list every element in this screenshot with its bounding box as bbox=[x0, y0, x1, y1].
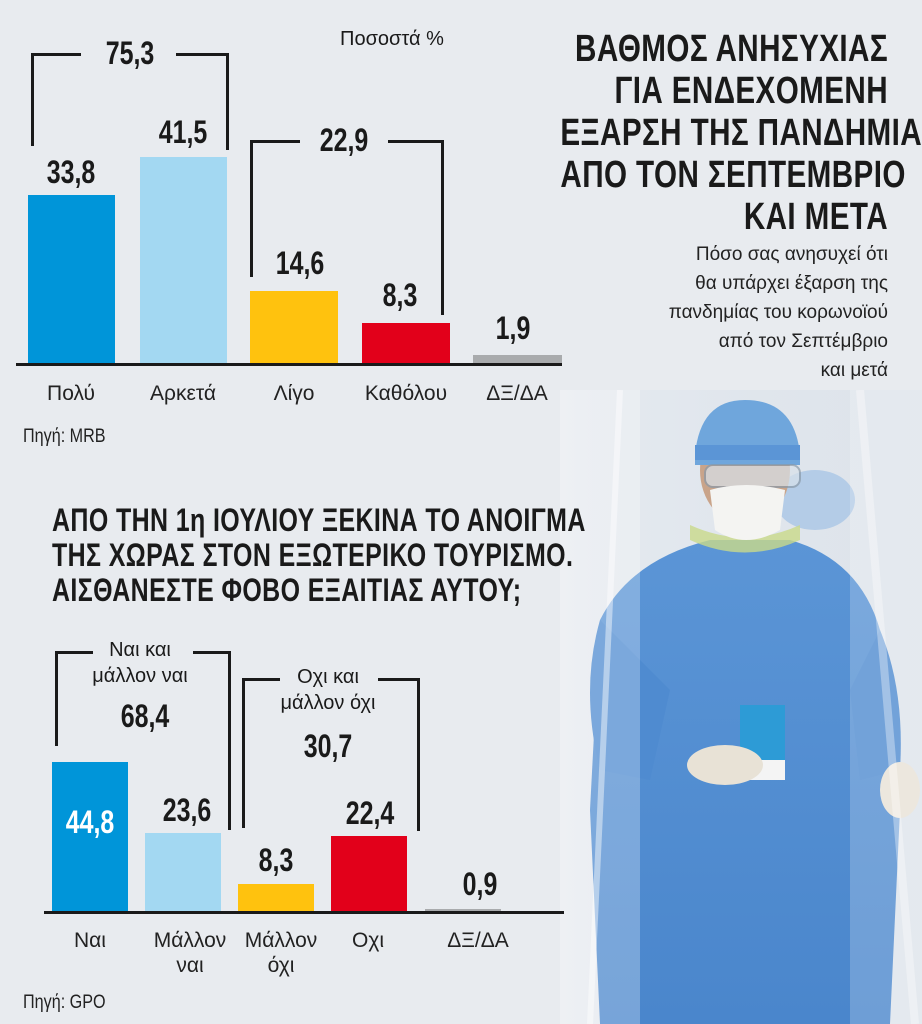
chart1-bar-value: 1,9 bbox=[495, 310, 531, 346]
chart2-bar-mallon-oxi bbox=[238, 884, 314, 912]
chart2-group-label-line: Ναι και bbox=[109, 639, 171, 661]
chart2-group-total: 68,4 bbox=[120, 698, 170, 734]
chart1-question-line: και μετά bbox=[820, 360, 888, 381]
chart1-bracket-right-vertical bbox=[226, 53, 229, 150]
chart1-bar-dxda bbox=[473, 355, 562, 364]
chart1-bracket-left-vertical bbox=[31, 53, 34, 146]
chart2-category-line: Μάλλον bbox=[244, 929, 318, 952]
chart1-source: Πηγή: MRB bbox=[23, 426, 106, 447]
chart2-bar-value: 22,4 bbox=[345, 795, 395, 831]
chart2-category-line: Ναι bbox=[74, 929, 106, 952]
chart1-baseline bbox=[16, 363, 562, 366]
chart1-title-line: ΒΑΘΜΟΣ ΑΝΗΣΥΧΙΑΣ bbox=[575, 28, 888, 70]
chart1-unit-label: Ποσοστά % bbox=[340, 28, 444, 50]
chart2-title-line: ΑΙΣΘΑΝΕΣΤΕ ΦΟΒΟ ΕΞΑΙΤΙΑΣ ΑΥΤΟΥ; bbox=[52, 572, 522, 608]
chart1-category-label: Καθόλου bbox=[364, 382, 448, 405]
chart1-category-label: Πολύ bbox=[47, 382, 95, 405]
chart2-bar-value: 0,9 bbox=[462, 866, 498, 902]
chart1-category-label: Λίγο bbox=[273, 382, 315, 405]
chart2-category-label: ΔΞ/ΔΑ bbox=[428, 928, 528, 953]
chart2-bracket-right-vertical bbox=[228, 651, 231, 830]
chart2-group-label: Ναι και μάλλον ναι bbox=[80, 637, 200, 689]
chart2-bar-dxda bbox=[425, 909, 501, 912]
photo-medical-worker bbox=[560, 390, 922, 1024]
chart1-bracket-right-top bbox=[388, 140, 444, 143]
chart2-group-label-line: μάλλον όχι bbox=[280, 692, 376, 714]
chart1-title-line: ΕΞΑΡΣΗ ΤΗΣ ΠΑΝΔΗΜΙΑΣ bbox=[560, 112, 922, 154]
chart2-group-total: 30,7 bbox=[303, 728, 353, 764]
chart1-bar-value: 41,5 bbox=[158, 114, 208, 150]
chart1-question: Πόσο σας ανησυχεί ότι θα υπάρχει έξαρση … bbox=[548, 240, 888, 385]
chart2-category-line: ναι bbox=[176, 954, 204, 977]
chart2-group-label: Οχι και μάλλον όχι bbox=[268, 664, 388, 716]
chart1-bar-polu bbox=[28, 195, 115, 364]
chart1-question-line: πανδημίας του κορωνοϊού bbox=[668, 302, 888, 323]
chart1-bar-value: 14,6 bbox=[275, 245, 325, 281]
chart1-bar-ligo bbox=[250, 291, 338, 364]
chart2-category-line: ΔΞ/ΔΑ bbox=[447, 929, 509, 952]
chart2-title-line: ΑΠΟ ΤΗΝ 1η ΙΟΥΛΙΟΥ ΞΕΚΙΝΑ ΤΟ ΑΝΟΙΓΜΑ bbox=[52, 502, 586, 538]
chart1-group-total: 75,3 bbox=[105, 35, 155, 71]
chart2-bracket-left-vertical bbox=[242, 678, 245, 828]
chart2-category-line: Μάλλον bbox=[153, 929, 227, 952]
chart1-bracket-left-vertical bbox=[250, 140, 253, 277]
chart1-group-total: 22,9 bbox=[319, 122, 369, 158]
chart2-category-line: όχι bbox=[267, 954, 295, 977]
chart2-category-label: Μάλλον όχι bbox=[231, 928, 331, 978]
chart2-bracket-left-vertical bbox=[55, 651, 58, 746]
chart1-bracket-right-top bbox=[176, 53, 228, 56]
chart1-category-label: Αρκετά bbox=[150, 382, 216, 405]
chart2-title-line: ΤΗΣ ΧΩΡΑΣ ΣΤΟΝ ΕΞΩΤΕΡΙΚΟ ΤΟΥΡΙΣΜΟ. bbox=[52, 537, 574, 573]
chart2-category-label: Οχι bbox=[318, 928, 418, 953]
chart2-bracket-right-top bbox=[378, 678, 419, 681]
chart2-bar-nai bbox=[52, 762, 128, 912]
chart2-bar-value: 44,8 bbox=[65, 804, 115, 840]
chart1-bracket-left-top bbox=[31, 53, 81, 56]
chart1-bracket-right-vertical bbox=[441, 140, 444, 315]
chart2-bar-value: 8,3 bbox=[258, 842, 294, 878]
medical-worker-illustration bbox=[560, 390, 922, 1024]
chart1-bracket-left-top bbox=[250, 140, 300, 143]
chart1-question-line: Πόσο σας ανησυχεί ότι bbox=[695, 244, 888, 265]
chart1-title-line: ΓΙΑ ΕΝΔΕΧΟΜΕΝΗ bbox=[614, 70, 888, 112]
chart1-title: ΒΑΘΜΟΣ ΑΝΗΣΥΧΙΑΣ ΓΙΑ ΕΝΔΕΧΟΜΕΝΗ ΕΞΑΡΣΗ Τ… bbox=[468, 28, 922, 238]
chart2-bracket-left-top bbox=[242, 678, 280, 681]
chart1-question-line: θα υπάρχει έξαρση της bbox=[695, 273, 888, 294]
chart2-title: ΑΠΟ ΤΗΝ 1η ΙΟΥΛΙΟΥ ΞΕΚΙΝΑ ΤΟ ΑΝΟΙΓΜΑ ΤΗΣ… bbox=[52, 503, 736, 608]
chart1-category-label: ΔΞ/ΔΑ bbox=[486, 382, 548, 405]
chart1-bar-arketa bbox=[140, 157, 227, 364]
chart2-bracket-left-top bbox=[55, 651, 93, 654]
chart1-bar-value: 33,8 bbox=[46, 154, 96, 190]
chart1-question-line: από τον Σεπτέμβριο bbox=[718, 331, 888, 352]
chart2-category-label: Μάλλον ναι bbox=[140, 928, 240, 978]
chart2-bracket-right-vertical bbox=[417, 678, 420, 831]
chart1-bar-value: 8,3 bbox=[382, 277, 418, 313]
chart2-bar-mallon-nai bbox=[145, 833, 221, 912]
chart2-group-label-line: Οχι και bbox=[297, 666, 359, 688]
chart2-bar-oxi bbox=[331, 836, 407, 912]
chart2-source: Πηγή: GPO bbox=[23, 992, 106, 1013]
chart2-baseline bbox=[44, 911, 564, 914]
chart2-category-line: Οχι bbox=[351, 929, 385, 952]
chart2-category-label: Ναι bbox=[40, 928, 140, 953]
chart2-group-label-line: μάλλον ναι bbox=[92, 665, 188, 687]
chart2-bar-value: 23,6 bbox=[162, 792, 212, 828]
chart1-title-line: ΑΠΟ ΤΟΝ ΣΕΠΤΕΜΒΡΙΟ bbox=[560, 154, 906, 196]
chart2-bracket-right-top bbox=[193, 651, 231, 654]
chart1-title-line: ΚΑΙ ΜΕΤΑ bbox=[743, 196, 888, 238]
chart1-bar-katholou bbox=[362, 323, 450, 364]
